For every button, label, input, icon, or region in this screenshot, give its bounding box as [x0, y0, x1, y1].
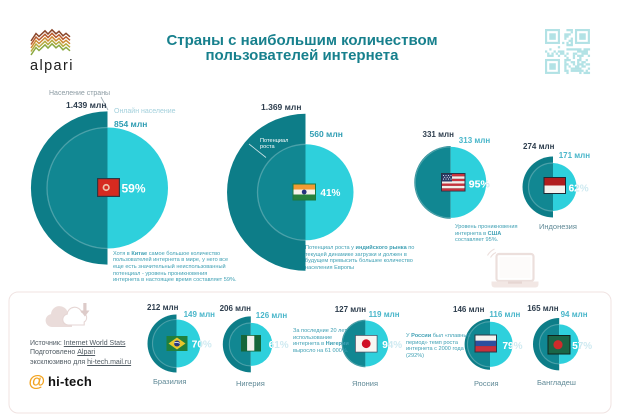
svg-text:61%: 61% — [269, 340, 289, 351]
svg-text:79%: 79% — [503, 341, 523, 352]
svg-text:57%: 57% — [572, 341, 592, 352]
svg-text:70%: 70% — [192, 339, 212, 350]
svg-text:70%: 70% — [192, 339, 212, 350]
svg-text:94%: 94% — [382, 340, 402, 351]
svg-text:41%: 41% — [320, 188, 340, 199]
svg-text:61%: 61% — [269, 340, 289, 351]
svg-text:@: @ — [29, 372, 46, 391]
svg-text:79%: 79% — [503, 341, 523, 352]
svg-text:95%: 95% — [469, 179, 491, 191]
svg-text:95%: 95% — [469, 179, 491, 191]
svg-text:59%: 59% — [122, 181, 146, 195]
svg-text:62%: 62% — [569, 184, 589, 195]
svg-text:94%: 94% — [382, 340, 402, 351]
svg-text:62%: 62% — [569, 184, 589, 195]
svg-text:57%: 57% — [572, 341, 592, 352]
